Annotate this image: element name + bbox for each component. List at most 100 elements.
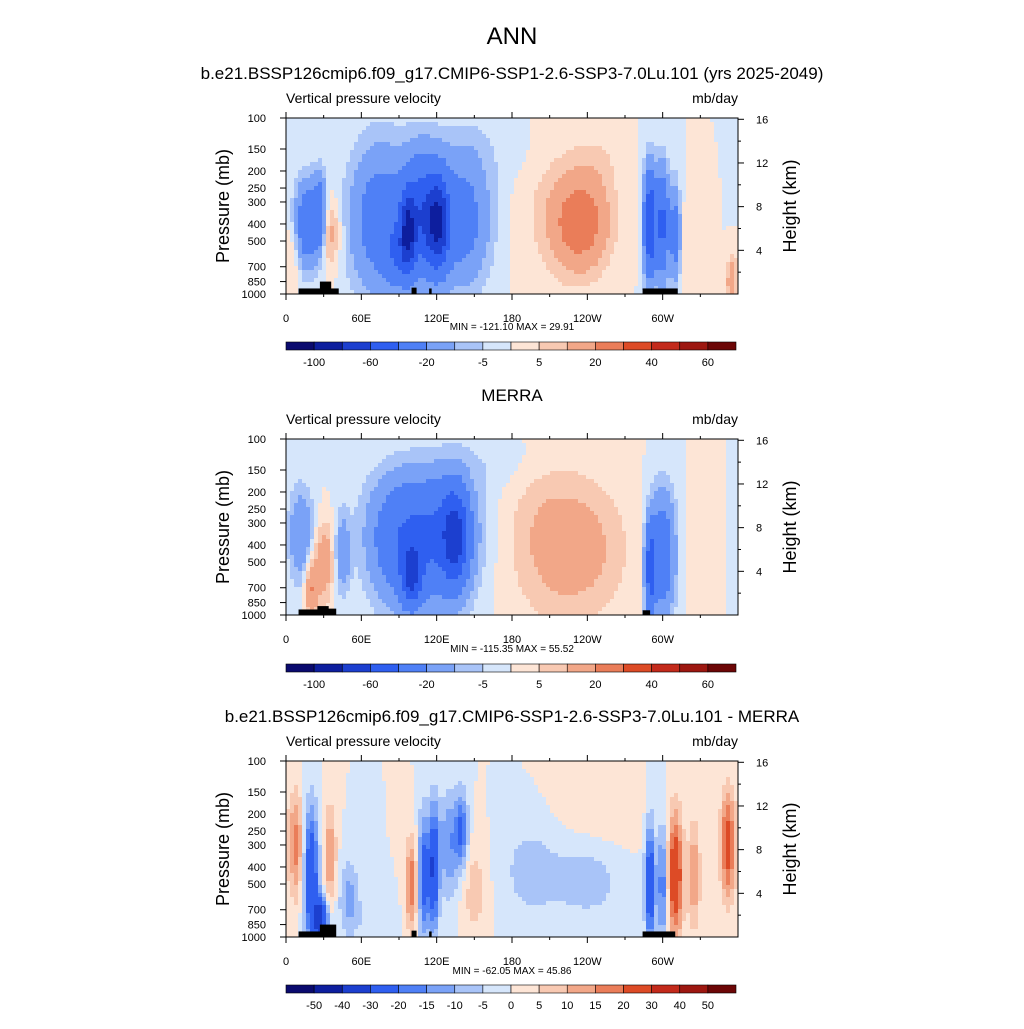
contour-cell: [366, 126, 478, 130]
contour-cell: [350, 539, 362, 543]
contour-cell: [670, 523, 674, 527]
contour-cell: [638, 194, 642, 198]
contour-cell: [350, 563, 366, 567]
contour-cell: [334, 829, 342, 833]
contour-cell: [294, 258, 298, 262]
contour-cell: [490, 761, 522, 765]
panel-2-min-max: MIN = -62.05 MAX = 45.86: [453, 966, 572, 977]
contour-cell: [302, 793, 306, 797]
contour-cell: [498, 559, 514, 563]
contour-cell: [294, 805, 298, 809]
contour-cell: [310, 519, 314, 523]
contour-cell: [518, 507, 538, 511]
contour-cell: [698, 873, 702, 877]
contour-cell: [726, 551, 738, 555]
contour-cell: [430, 218, 442, 222]
contour-cell: [642, 515, 646, 519]
contour-cell: [286, 282, 298, 286]
contour-cell: [474, 246, 486, 250]
contour-cell: [286, 929, 298, 933]
contour-cell: [678, 278, 682, 282]
contour-cell: [670, 166, 686, 170]
contour-cell: [670, 829, 674, 833]
contour-cell: [406, 881, 410, 885]
contour-cell: [298, 258, 302, 262]
y2-tick-label: 12: [756, 479, 768, 491]
contour-cell: [670, 833, 678, 837]
contour-cell: [422, 825, 430, 829]
contour-cell: [374, 527, 398, 531]
contour-cell: [642, 218, 646, 222]
contour-cell: [494, 905, 582, 909]
contour-cell: [286, 853, 290, 857]
contour-cell: [386, 813, 414, 817]
contour-cell: [726, 821, 730, 825]
contour-cell: [378, 591, 394, 595]
contour-cell: [434, 873, 438, 877]
contour-cell: [422, 897, 426, 901]
contour-cell: [498, 555, 514, 559]
contour-cell: [682, 194, 686, 198]
contour-cell: [522, 765, 646, 769]
contour-cell: [734, 801, 738, 805]
contour-cell: [330, 579, 334, 583]
contour-cell: [346, 789, 386, 793]
contour-cell: [446, 571, 462, 575]
contour-cell: [670, 917, 674, 921]
contour-cell: [642, 817, 646, 821]
contour-cell: [642, 270, 646, 274]
contour-cell: [406, 889, 410, 893]
contour-cell: [462, 837, 466, 841]
contour-cell: [442, 226, 446, 230]
contour-cell: [522, 439, 646, 443]
colorbar-swatch: [370, 663, 399, 673]
contour-cell: [510, 290, 634, 294]
contour-cell: [466, 487, 474, 491]
contour-cell: [402, 210, 406, 214]
contour-cell: [490, 270, 510, 274]
contour-cell: [402, 254, 414, 258]
contour-cell: [318, 805, 322, 809]
colorbar-swatch: [538, 984, 568, 994]
contour-cell: [654, 254, 666, 258]
contour-cell: [410, 873, 414, 877]
contour-cell: [326, 857, 334, 861]
contour-cell: [306, 865, 314, 869]
contour-cell: [486, 809, 550, 813]
colorbar-swatch: [482, 663, 512, 673]
contour-cell: [342, 186, 350, 190]
contour-cell: [406, 246, 410, 250]
contour-cell: [734, 266, 738, 270]
contour-cell: [638, 154, 646, 158]
contour-cell: [446, 162, 482, 166]
contour-cell: [554, 813, 642, 817]
contour-cell: [326, 909, 330, 913]
contour-cell: [646, 599, 658, 603]
contour-cell: [682, 861, 690, 865]
contour-cell: [306, 845, 310, 849]
contour-cell: [646, 809, 650, 813]
contour-cell: [670, 547, 678, 551]
contour-cell: [674, 587, 678, 591]
contour-cell: [466, 893, 482, 897]
contour-cell: [402, 917, 406, 921]
contour-cell: [298, 809, 302, 813]
y-tick-label: 300: [248, 197, 266, 209]
contour-cell: [334, 909, 342, 913]
contour-cell: [434, 234, 442, 238]
contour-cell: [466, 845, 470, 849]
contour-cell: [670, 551, 678, 555]
contour-cell: [442, 901, 458, 905]
contour-cell: [286, 495, 290, 499]
contour-cell: [670, 905, 674, 909]
contour-cell: [638, 230, 642, 234]
contour-cell: [442, 531, 462, 535]
contour-cell: [678, 571, 686, 575]
y-tick-label: 850: [248, 598, 266, 610]
contour-cell: [474, 511, 478, 515]
contour-cell: [334, 567, 338, 571]
contour-cell: [342, 246, 346, 250]
contour-cell: [318, 833, 322, 837]
contour-cell: [678, 226, 682, 230]
contour-cell: [338, 837, 342, 841]
